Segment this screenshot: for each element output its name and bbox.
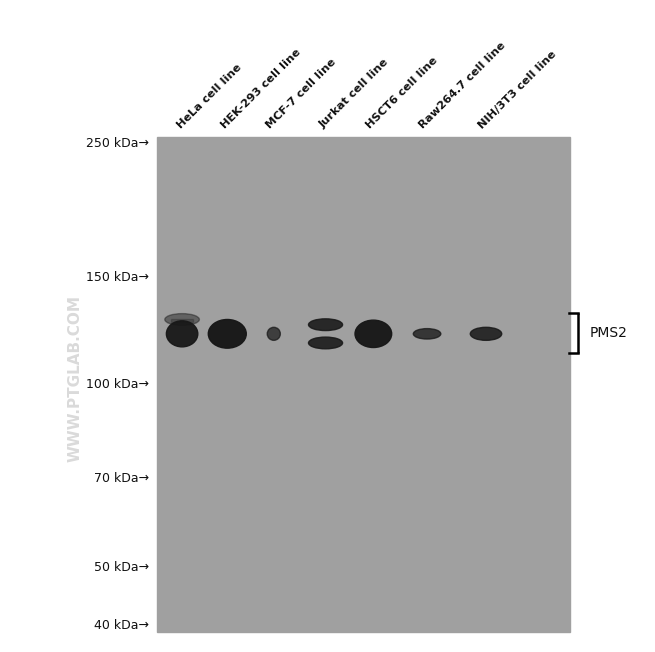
Bar [171,319,193,322]
Text: NIH/3T3 cell line: NIH/3T3 cell line [476,49,558,130]
Text: Jurkat cell line: Jurkat cell line [317,57,390,130]
Text: 70 kDa→: 70 kDa→ [94,472,149,485]
Text: 40 kDa→: 40 kDa→ [94,619,149,632]
Ellipse shape [413,329,441,339]
Text: HSCT6 cell line: HSCT6 cell line [364,55,440,130]
Text: 250 kDa→: 250 kDa→ [86,137,149,150]
Bar [157,137,570,632]
Ellipse shape [208,319,246,348]
Ellipse shape [309,337,343,349]
Text: WWW.PTGLAB.COM: WWW.PTGLAB.COM [68,295,83,462]
Text: PMS2: PMS2 [590,326,627,340]
Ellipse shape [470,327,502,340]
Text: 50 kDa→: 50 kDa→ [94,561,149,574]
Text: 100 kDa→: 100 kDa→ [86,378,149,391]
Ellipse shape [166,321,198,347]
Text: HEK-293 cell line: HEK-293 cell line [219,47,303,130]
Ellipse shape [267,327,280,340]
Text: MCF-7 cell line: MCF-7 cell line [265,57,339,130]
Ellipse shape [309,319,343,331]
Ellipse shape [165,314,199,325]
Text: Raw264.7 cell line: Raw264.7 cell line [417,40,508,130]
Ellipse shape [355,320,392,348]
Text: HeLa cell line: HeLa cell line [175,62,243,130]
Text: 150 kDa→: 150 kDa→ [86,271,149,284]
